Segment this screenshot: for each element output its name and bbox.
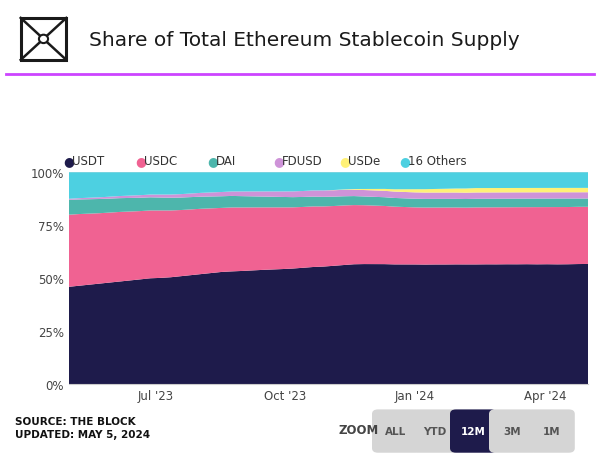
- Circle shape: [39, 35, 48, 44]
- Text: FDUSD: FDUSD: [282, 155, 323, 168]
- Text: ●: ●: [273, 155, 284, 168]
- Text: 16 Others: 16 Others: [408, 155, 467, 168]
- Text: ZOOM: ZOOM: [339, 424, 379, 436]
- Text: ●: ●: [207, 155, 218, 168]
- Text: 12M: 12M: [461, 426, 486, 436]
- Text: USDT: USDT: [72, 155, 104, 168]
- Text: SOURCE: THE BLOCK
UPDATED: MAY 5, 2024: SOURCE: THE BLOCK UPDATED: MAY 5, 2024: [15, 416, 150, 440]
- Text: ●: ●: [339, 155, 350, 168]
- Text: USDe: USDe: [348, 155, 380, 168]
- Text: 3M: 3M: [503, 426, 521, 436]
- Text: ●: ●: [135, 155, 146, 168]
- Text: ALL: ALL: [385, 426, 406, 436]
- Text: Share of Total Ethereum Stablecoin Supply: Share of Total Ethereum Stablecoin Suppl…: [89, 30, 520, 50]
- Text: 1M: 1M: [542, 426, 560, 436]
- Text: ●: ●: [399, 155, 410, 168]
- Text: YTD: YTD: [423, 426, 446, 436]
- Text: ●: ●: [63, 155, 74, 168]
- Text: USDC: USDC: [144, 155, 177, 168]
- Text: DAI: DAI: [216, 155, 236, 168]
